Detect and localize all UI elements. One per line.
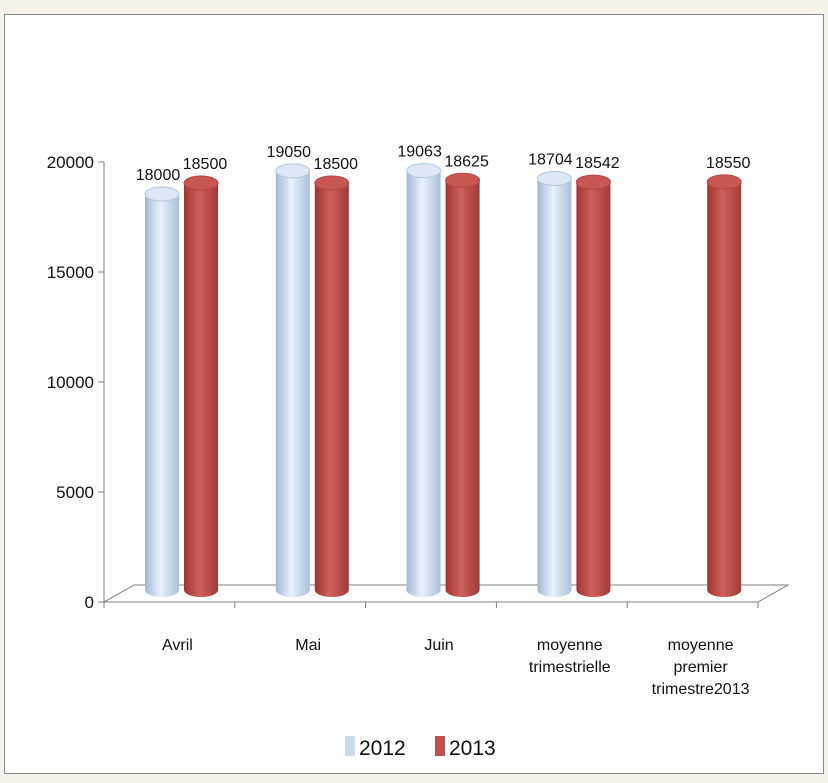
bar-2013 — [183, 175, 219, 597]
bar-body — [275, 170, 310, 598]
x-tick-label: moyenne — [668, 637, 734, 654]
y-tick-label: 15000 — [47, 263, 94, 282]
bar-top — [314, 175, 350, 191]
chart-labels: Avril Mai Juin moyenne trimestrielle moyenne p… — [136, 144, 751, 698]
legend-swatch-2012 — [345, 736, 355, 756]
bar-top — [575, 174, 611, 190]
x-tick-label: trimestre2013 — [652, 681, 750, 698]
data-label: 18550 — [706, 155, 751, 172]
bar-body — [314, 183, 349, 598]
bar-body — [707, 181, 742, 598]
x-tick-label: Avril — [162, 637, 193, 654]
chart-bars — [144, 163, 742, 598]
bar-body — [576, 182, 611, 598]
bar-2012 — [275, 163, 311, 598]
data-label: 18000 — [136, 167, 181, 184]
x-tick-label: premier — [673, 659, 728, 676]
bar-top — [183, 175, 219, 191]
bar-body — [406, 170, 441, 598]
bar-2012 — [406, 163, 442, 598]
bar-2012 — [144, 186, 180, 597]
legend-swatch-2013 — [435, 736, 445, 756]
legend-label: 2013 — [449, 737, 496, 760]
y-tick-label: 20000 — [47, 153, 94, 172]
bar-2013 — [575, 174, 611, 598]
chart-axes: 0 5000 10000 15000 20000 — [47, 153, 790, 612]
bar-top — [536, 171, 572, 187]
data-label: 18704 — [528, 152, 573, 169]
bar-top — [144, 186, 180, 202]
data-label: 19063 — [397, 144, 442, 161]
bar-2013 — [706, 174, 742, 598]
x-tick-label: Mai — [295, 637, 321, 654]
bar-top — [445, 172, 481, 188]
bar-body — [445, 180, 480, 598]
data-label: 18625 — [444, 153, 489, 170]
bar-top — [275, 163, 311, 179]
bar-body — [145, 194, 179, 597]
bar-2013 — [445, 172, 481, 598]
data-label: 18500 — [183, 156, 228, 173]
y-tick-label: 10000 — [47, 373, 94, 392]
bar-body — [537, 178, 572, 598]
chart-legend: 2012 2013 — [345, 736, 496, 760]
data-label: 19050 — [267, 144, 312, 161]
bar-body — [184, 183, 218, 597]
bar-top — [706, 174, 742, 190]
data-label: 18542 — [575, 155, 620, 172]
x-tick-label: moyenne — [537, 637, 603, 654]
bar-2012 — [536, 171, 572, 598]
x-tick-label: trimestrielle — [529, 659, 611, 676]
legend-label: 2012 — [359, 737, 406, 760]
chart-floor — [102, 584, 790, 603]
y-tick-label: 0 — [85, 593, 94, 612]
y-tick-label: 5000 — [56, 483, 94, 502]
data-label: 18500 — [314, 156, 359, 173]
x-tick-label: Juin — [424, 637, 453, 654]
bar-top — [406, 163, 442, 179]
bar-2013 — [314, 175, 350, 598]
